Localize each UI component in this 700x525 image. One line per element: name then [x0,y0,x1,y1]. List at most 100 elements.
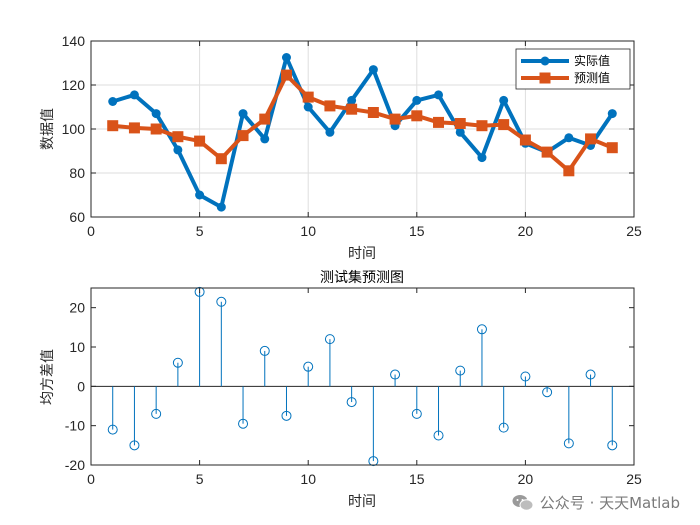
stem-marker [476,324,487,335]
point-actual [303,102,313,112]
top-xtick-label: 10 [300,223,316,239]
point-predicted [324,100,336,112]
top-xtick-label: 5 [196,223,204,239]
point-actual [368,65,378,75]
top-ytick-label: 80 [69,165,85,181]
point-actual [455,127,465,137]
point-actual [238,109,248,119]
bottom-plot-area [91,288,634,465]
bottom-ytick-label: 20 [69,300,85,316]
bottom-ytick-label: -10 [65,418,85,434]
stem-marker [259,345,270,356]
top-ytick-label: 100 [62,121,86,137]
stem-marker [346,397,357,408]
legend-box [515,48,631,90]
point-actual [607,109,617,119]
stem-marker [411,408,422,419]
stem-marker [238,418,249,429]
point-predicted [585,133,597,145]
wechat-icon [512,494,534,511]
point-predicted [519,134,531,146]
point-actual [216,202,226,212]
bottom-title: 测试集预测图 [320,269,404,286]
point-predicted [498,119,510,131]
point-predicted [433,116,445,128]
stem-marker [498,422,509,433]
point-actual [412,95,422,105]
top-series [107,53,618,212]
stem-marker [151,408,162,419]
bottom-xtick-label: 5 [196,471,204,487]
watermark-text: 公众号 · 天天Matlab [539,494,680,512]
bottom-ylabel: 均方差值 [40,349,56,405]
point-predicted [606,142,618,154]
point-predicted [411,110,423,122]
bottom-xtick-label: 20 [518,471,534,487]
bottom-series [91,286,634,467]
stem-marker [455,365,466,376]
top-ylabel: 数据值 [40,108,56,150]
point-actual [281,53,291,62]
legend-label-predicted: 预测值 [574,70,610,85]
point-predicted [128,122,140,134]
bottom-axes-box [90,287,635,466]
bottom-chart: 测试集预测图 0 5 10 15 20 25 -20 -10 0 10 20 时间 均方差值 [40,269,642,510]
top-ticks: 0 5 10 15 20 25 60 80 100 120 140 [62,33,642,239]
legend-entry-actual: 实际值 [521,53,610,68]
top-xlabel: 时间 [348,246,376,262]
point-actual [347,95,357,105]
point-predicted [215,153,227,165]
point-predicted [150,123,162,135]
point-actual [434,90,444,100]
point-predicted [237,130,249,142]
bottom-ytick-label: 0 [77,378,85,394]
stem-marker [433,430,444,441]
point-predicted [454,118,466,129]
top-ytick-label: 60 [69,209,85,225]
point-predicted [476,120,488,132]
point-actual [195,190,205,200]
stem-marker [368,456,379,467]
point-predicted [367,107,379,118]
point-actual [129,90,139,100]
point-predicted [194,135,206,147]
stem-marker [542,387,553,398]
legend-entry-predicted: 预测值 [521,70,610,85]
top-chart: 0 5 10 15 20 25 60 80 100 120 140 时间 数据值 实际值 预测值 [40,33,642,262]
legend-marker-actual [540,56,550,66]
bottom-ytick-label: 10 [69,339,85,355]
point-predicted [259,113,271,125]
stem-marker [216,296,227,307]
bottom-ticks: 0 5 10 15 20 25 -20 -10 0 10 20 [65,288,642,487]
point-actual [151,109,161,119]
stem-marker [281,410,292,421]
stem-marker [324,334,335,345]
point-actual [499,95,509,105]
top-legend: 实际值 预测值 [515,48,631,90]
top-ytick-label: 120 [62,77,86,93]
point-predicted [563,165,575,177]
bottom-xtick-label: 15 [409,471,425,487]
stem-marker [129,440,140,451]
bottom-xlabel: 时间 [348,494,376,510]
legend-marker-predicted [539,72,551,84]
point-actual [108,97,118,106]
stem-marker [607,440,618,451]
point-predicted [107,120,119,132]
point-predicted [172,131,184,143]
point-actual [325,127,335,137]
point-predicted [389,113,401,125]
stem-marker [303,361,314,372]
bottom-xtick-label: 0 [87,471,95,487]
point-predicted [302,91,314,103]
point-actual [477,153,487,163]
point-predicted [541,146,553,158]
legend-label-actual: 实际值 [574,53,610,68]
bottom-xtick-label: 25 [626,471,642,487]
top-xtick-label: 25 [626,223,642,239]
point-actual [564,133,574,143]
stem-marker [563,438,574,449]
stem-marker [172,357,183,368]
top-ytick-label: 140 [62,33,86,49]
